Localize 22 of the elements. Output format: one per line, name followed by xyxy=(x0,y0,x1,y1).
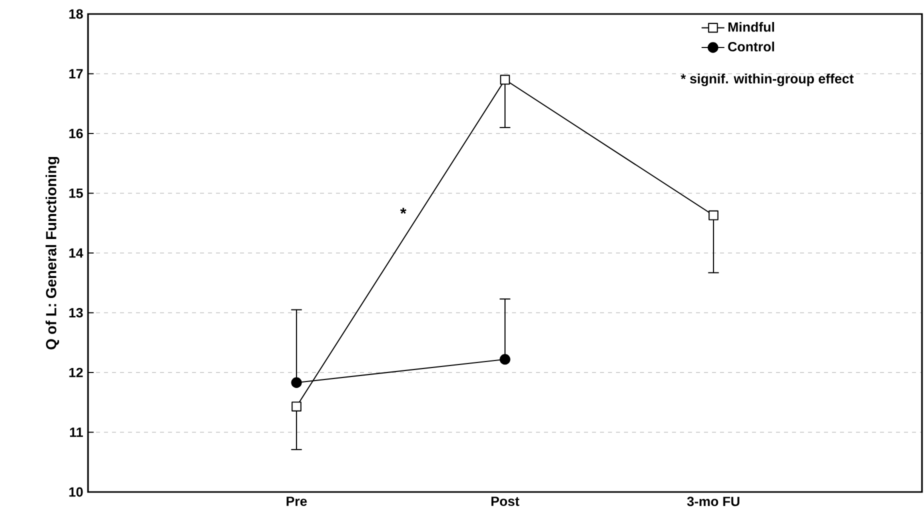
legend-label: Mindful xyxy=(728,22,774,32)
point xyxy=(291,377,302,388)
x-tick-label: 3-mo FU xyxy=(687,496,740,506)
y-tick-label: 16 xyxy=(69,128,83,138)
y-tick-label: 14 xyxy=(69,248,84,258)
y-tick-label: 18 xyxy=(69,9,83,19)
y-tick-label: 13 xyxy=(69,308,83,318)
legend-label: Control xyxy=(728,42,774,52)
y-tick-label: 15 xyxy=(69,188,83,198)
annotation: * signif. within-group effect xyxy=(680,74,854,86)
y-axis-title: Q of L: General Functioning xyxy=(46,157,60,350)
point xyxy=(292,402,302,412)
x-tick-label: Pre xyxy=(286,496,307,506)
point xyxy=(500,74,510,85)
x-tick-label: Post xyxy=(491,496,520,506)
point xyxy=(500,354,510,365)
y-tick-label: 12 xyxy=(69,368,83,378)
y-tick-label: 10 xyxy=(69,487,83,497)
annotation: * xyxy=(400,208,406,214)
point xyxy=(708,210,718,220)
y-tick-label: 11 xyxy=(70,428,83,437)
y-tick-label: 17 xyxy=(69,69,83,78)
